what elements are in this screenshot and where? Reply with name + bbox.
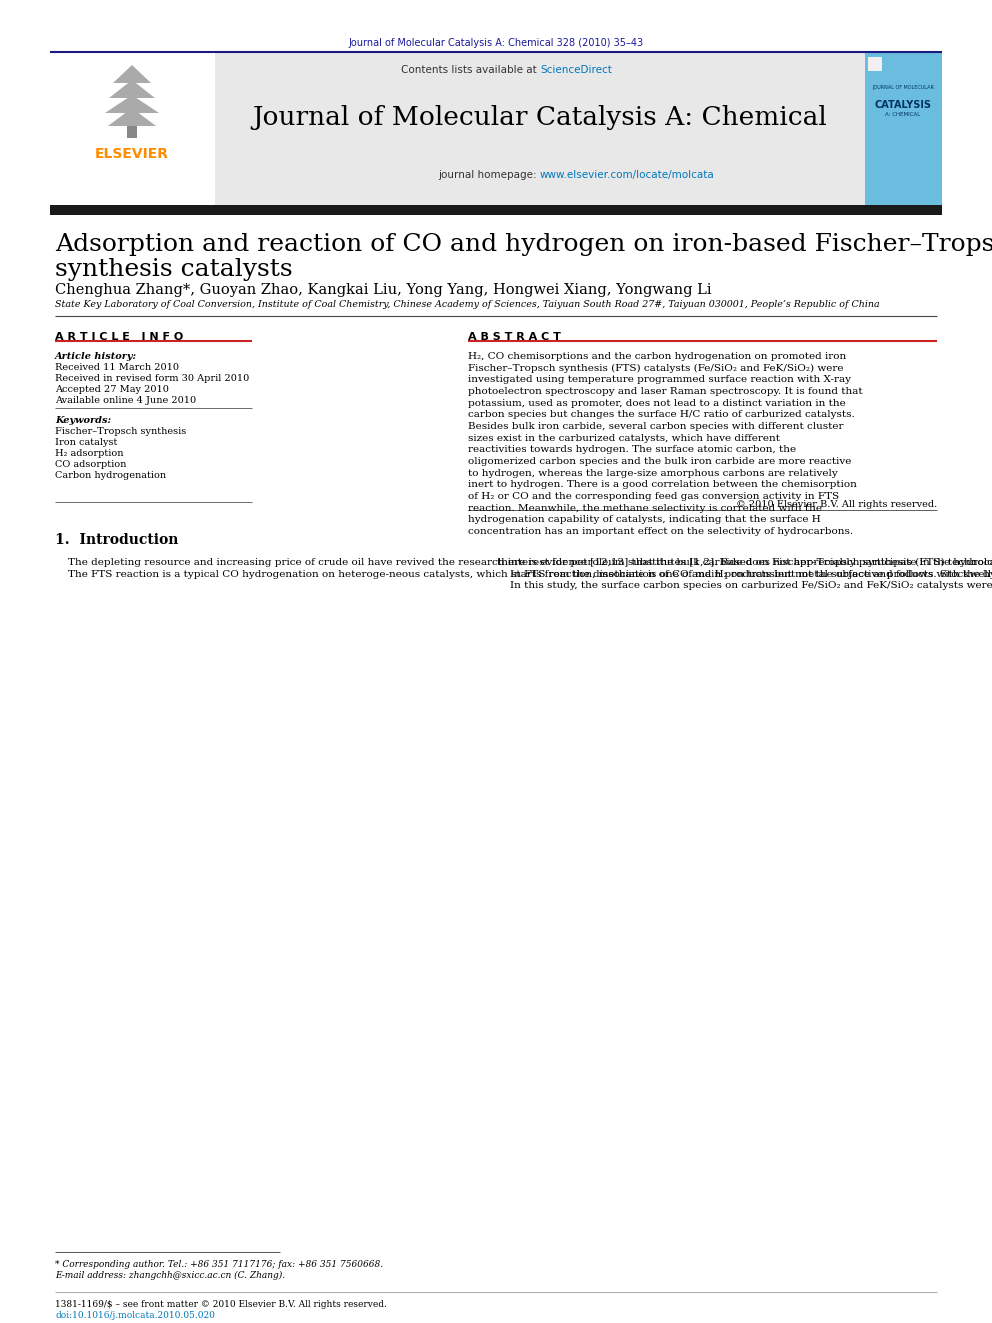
Text: doi:10.1016/j.molcata.2010.05.020: doi:10.1016/j.molcata.2010.05.020: [55, 1311, 215, 1320]
Text: 1.  Introduction: 1. Introduction: [55, 533, 179, 546]
Text: Journal of Molecular Catalysis A: Chemical: Journal of Molecular Catalysis A: Chemic…: [253, 105, 827, 130]
Text: CO adsorption: CO adsorption: [55, 460, 126, 468]
Text: Available online 4 June 2010: Available online 4 June 2010: [55, 396, 196, 405]
Text: Received 11 March 2010: Received 11 March 2010: [55, 363, 179, 372]
Text: A R T I C L E   I N F O: A R T I C L E I N F O: [55, 332, 184, 343]
Polygon shape: [113, 65, 151, 83]
Text: Journal of Molecular Catalysis A: Chemical 328 (2010) 35–43: Journal of Molecular Catalysis A: Chemic…: [348, 38, 644, 48]
Text: State Key Laboratory of Coal Conversion, Institute of Coal Chemistry, Chinese Ac: State Key Laboratory of Coal Conversion,…: [55, 300, 880, 310]
Text: H₂ adsorption: H₂ adsorption: [55, 448, 123, 458]
Bar: [215, 52, 865, 205]
Polygon shape: [108, 108, 156, 126]
Text: A: CHEMICAL: A: CHEMICAL: [886, 112, 921, 116]
Text: Keywords:: Keywords:: [55, 415, 111, 425]
Text: Adsorption and reaction of CO and hydrogen on iron-based Fischer–Tropsch: Adsorption and reaction of CO and hydrog…: [55, 233, 992, 255]
Text: H₂, CO chemisorptions and the carbon hydrogenation on promoted iron
Fischer–Trop: H₂, CO chemisorptions and the carbon hyd…: [468, 352, 863, 536]
Bar: [868, 57, 882, 71]
Text: synthesis catalysts: synthesis catalysts: [55, 258, 293, 280]
Text: A B S T R A C T: A B S T R A C T: [468, 332, 560, 343]
Text: CATALYSIS: CATALYSIS: [875, 101, 931, 110]
Polygon shape: [109, 79, 155, 98]
Text: Iron catalyst: Iron catalyst: [55, 438, 117, 447]
Bar: [50, 52, 215, 205]
Text: The depleting resource and increasing price of crude oil have revived the resear: The depleting resource and increasing pr…: [55, 558, 992, 579]
Text: Chenghua Zhang*, Guoyan Zhao, Kangkai Liu, Yong Yang, Hongwei Xiang, Yongwang Li: Chenghua Zhang*, Guoyan Zhao, Kangkai Li…: [55, 283, 711, 296]
Polygon shape: [105, 95, 159, 112]
Text: 1381-1169/$ – see front matter © 2010 Elsevier B.V. All rights reserved.: 1381-1169/$ – see front matter © 2010 El…: [55, 1301, 387, 1308]
Text: Contents lists available at: Contents lists available at: [401, 65, 540, 75]
Text: Received in revised form 30 April 2010: Received in revised form 30 April 2010: [55, 374, 249, 382]
Bar: [50, 205, 942, 216]
Text: JOURNAL OF MOLECULAR: JOURNAL OF MOLECULAR: [872, 85, 933, 90]
Text: © 2010 Elsevier B.V. All rights reserved.: © 2010 Elsevier B.V. All rights reserved…: [736, 500, 937, 509]
Text: ScienceDirect: ScienceDirect: [540, 65, 612, 75]
Text: Fischer–Tropsch synthesis: Fischer–Tropsch synthesis: [55, 427, 186, 437]
Text: Article history:: Article history:: [55, 352, 137, 361]
Text: Carbon hydrogenation: Carbon hydrogenation: [55, 471, 166, 480]
Text: www.elsevier.com/locate/molcata: www.elsevier.com/locate/molcata: [540, 169, 715, 180]
Text: E-mail address: zhangchh@sxicc.ac.cn (C. Zhang).: E-mail address: zhangchh@sxicc.ac.cn (C.…: [55, 1271, 285, 1281]
Text: Accepted 27 May 2010: Accepted 27 May 2010: [55, 385, 169, 394]
Bar: [865, 52, 942, 205]
Text: journal homepage:: journal homepage:: [438, 169, 540, 180]
Text: * Corresponding author. Tel.: +86 351 7117176; fax: +86 351 7560668.: * Corresponding author. Tel.: +86 351 71…: [55, 1259, 383, 1269]
Bar: [127, 126, 137, 138]
Text: ELSEVIER: ELSEVIER: [95, 147, 169, 161]
Text: there is evidence [12,13] that the bulk carbide does not appreciably participate: there is evidence [12,13] that the bulk …: [497, 558, 992, 590]
